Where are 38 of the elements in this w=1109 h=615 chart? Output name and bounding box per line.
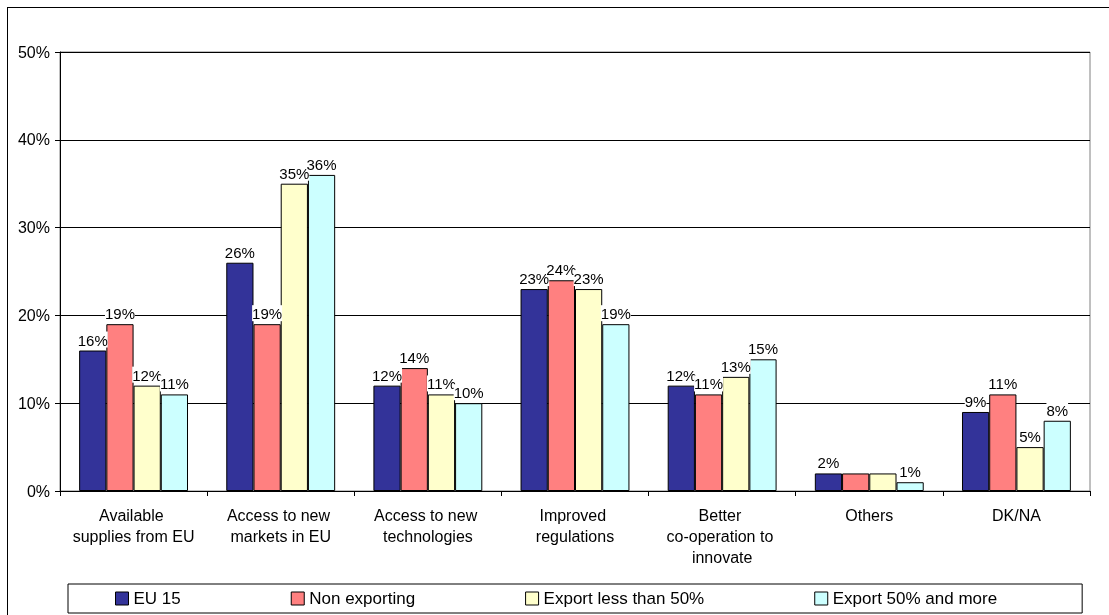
data-label: 19% [252,305,283,323]
legend-label: EU 15 [133,589,181,608]
x-tick-label: Others [845,507,894,524]
x-tick-label: Available supplies from EU [72,507,195,545]
x-tick-label: Better co-operation to innovate [666,507,778,566]
y-tick-label: 10% [17,394,50,412]
legend-label: Non exporting [309,589,416,608]
legend-label: Export 50% and more [832,589,998,608]
x-tick-label: DK/NA [991,507,1042,524]
x-tick-label: Access to new technologies [374,507,482,545]
data-label: 11% [427,375,456,393]
y-tick-label: 30% [17,219,50,237]
data-label: 5% [1019,428,1041,446]
data-label: 19% [104,305,135,323]
x-tick-label: Access to new markets in EU [226,507,335,545]
data-label: 11% [159,375,189,393]
data-label: 15% [747,340,778,358]
data-label: 16% [77,331,108,349]
data-label: 12% [666,366,697,384]
data-label: 1% [899,463,921,481]
legend-label: Export less than 50% [543,589,705,608]
y-tick-label: 40% [17,131,50,149]
y-tick-label: 0% [26,482,50,500]
data-label: 8% [1046,401,1069,419]
data-label: 14% [399,349,430,367]
data-label: 13% [720,357,751,375]
data-label: 2% [817,454,840,472]
data-label: 23% [573,270,604,288]
data-label: 26% [224,243,255,261]
y-tick-label: 20% [17,306,50,324]
x-tick-label: Improved regulations [535,507,615,545]
data-label: 11% [694,375,723,393]
y-tick-label: 50% [17,43,50,61]
data-label: 11% [988,375,1018,393]
data-label: 12% [372,366,403,384]
data-label: 10% [453,384,484,402]
data-label: 19% [600,305,631,323]
data-label: 9% [964,392,987,410]
